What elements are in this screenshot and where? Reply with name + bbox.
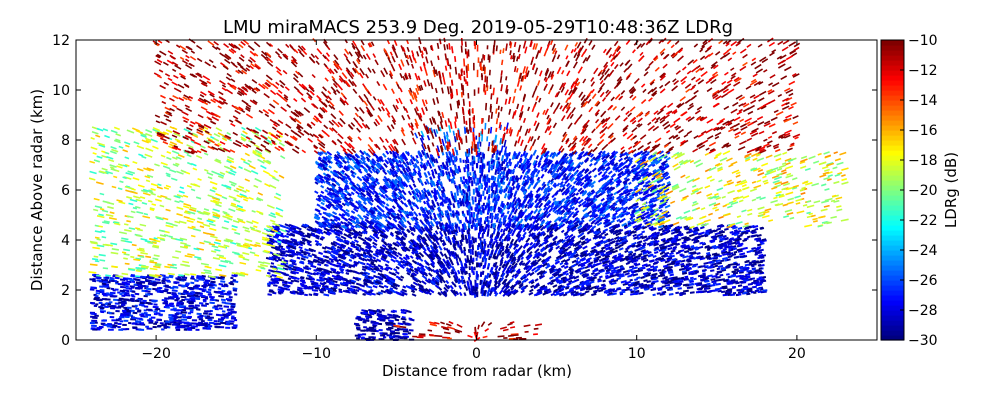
colorbar-segment	[881, 145, 904, 151]
y-tick-label: 12	[52, 33, 70, 49]
colorbar-segment	[881, 280, 904, 286]
x-tick-label: −20	[141, 346, 171, 362]
colorbar-segment	[881, 230, 904, 236]
colorbar-segment	[881, 275, 904, 281]
colorbar-segment	[881, 90, 904, 96]
heatmap-region-8	[152, 37, 801, 157]
colorbar-segment	[881, 150, 904, 156]
colorbar-segment	[881, 240, 904, 246]
x-axis-label: Distance from radar (km)	[382, 362, 572, 380]
colorbar-segment	[881, 225, 904, 231]
y-tick-label: 4	[61, 233, 70, 249]
x-tick-label: 20	[788, 346, 806, 362]
colorbar-segment	[881, 135, 904, 141]
colorbar-segment	[881, 155, 904, 161]
colorbar-segment	[881, 45, 904, 51]
colorbar-segment	[881, 50, 904, 56]
colorbar-tick-label: −16	[908, 123, 938, 139]
colorbar-segment	[881, 290, 904, 296]
colorbar-segment	[881, 315, 904, 321]
colorbar-segment	[881, 125, 904, 131]
colorbar-tick-label: −26	[908, 273, 938, 289]
colorbar-segment	[881, 180, 904, 186]
colorbar-segment	[881, 130, 904, 136]
colorbar-tick-label: −20	[908, 183, 938, 199]
colorbar-segment	[881, 140, 904, 146]
colorbar-segment	[881, 100, 904, 106]
heatmap-region-5	[393, 320, 543, 342]
colorbar-segment	[881, 165, 904, 171]
colorbar-segment	[881, 85, 904, 91]
colorbar-segment	[881, 270, 904, 276]
colorbar-segment	[881, 195, 904, 201]
colorbar-tick-label: −30	[908, 333, 938, 349]
ldr-heatmap	[88, 37, 849, 342]
colorbar-segment	[881, 200, 904, 206]
heatmap-region-1	[313, 149, 672, 231]
colorbar: −30 −28 −26 −24 −22 −20 −18 −16 −14 −12 −10	[880, 33, 938, 349]
colorbar-tick-label: −24	[908, 243, 938, 259]
y-tick-label: 2	[61, 283, 70, 299]
heatmap-region-7	[634, 150, 849, 229]
colorbar-segment	[881, 175, 904, 181]
colorbar-segment	[881, 255, 904, 261]
colorbar-segment	[881, 65, 904, 71]
colorbar-segment	[881, 295, 904, 301]
colorbar-segment	[881, 250, 904, 256]
x-axis: −20 −10 0 10 20	[141, 40, 806, 362]
colorbar-tick-label: −14	[908, 93, 938, 109]
colorbar-segment	[881, 310, 904, 316]
colorbar-segment	[881, 300, 904, 306]
colorbar-segment	[881, 190, 904, 196]
colorbar-segment	[881, 95, 904, 101]
colorbar-segment	[881, 205, 904, 211]
colorbar-segment	[881, 335, 904, 341]
colorbar-segment	[881, 115, 904, 121]
colorbar-tick-label: −22	[908, 213, 938, 229]
colorbar-segment	[881, 70, 904, 76]
colorbar-segment	[881, 160, 904, 166]
y-tick-label: 6	[61, 183, 70, 199]
colorbar-segment	[881, 220, 904, 226]
colorbar-segment	[881, 60, 904, 66]
colorbar-segment	[881, 325, 904, 331]
colorbar-segment	[881, 235, 904, 241]
heatmap-region-3	[89, 273, 239, 331]
colorbar-tick-label: −12	[908, 63, 938, 79]
x-tick-label: 10	[628, 346, 646, 362]
heatmap-region-0	[265, 222, 768, 298]
colorbar-tick-label: −18	[908, 153, 938, 169]
colorbar-segment	[881, 40, 904, 46]
colorbar-segment	[881, 185, 904, 191]
y-axis: 0 2 4 6 8 10 12	[52, 33, 877, 349]
colorbar-segment	[881, 215, 904, 221]
colorbar-segment	[881, 80, 904, 86]
y-tick-label: 10	[52, 83, 70, 99]
colorbar-segment	[881, 265, 904, 271]
colorbar-segment	[881, 245, 904, 251]
colorbar-segment	[881, 260, 904, 266]
colorbar-segment	[881, 120, 904, 126]
y-tick-label: 0	[61, 333, 70, 349]
colorbar-segment	[881, 210, 904, 216]
y-axis-label: Distance Above radar (km)	[28, 89, 46, 291]
y-tick-label: 8	[61, 133, 70, 149]
colorbar-segment	[881, 55, 904, 61]
colorbar-segment	[881, 320, 904, 326]
colorbar-tick-label: −28	[908, 303, 938, 319]
colorbar-segment	[881, 305, 904, 311]
x-tick-label: 0	[472, 346, 481, 362]
colorbar-label: LDRg (dB)	[942, 152, 960, 228]
x-tick-label: −10	[302, 346, 332, 362]
heatmap-region-4	[353, 308, 415, 341]
colorbar-segment	[881, 285, 904, 291]
colorbar-tick-label: −10	[908, 33, 938, 49]
colorbar-segment	[881, 105, 904, 111]
colorbar-segment	[881, 110, 904, 116]
colorbar-segment	[881, 330, 904, 336]
chart-title: LMU miraMACS 253.9 Deg. 2019-05-29T10:48…	[223, 17, 733, 38]
colorbar-segment	[881, 75, 904, 81]
colorbar-segment	[881, 170, 904, 176]
